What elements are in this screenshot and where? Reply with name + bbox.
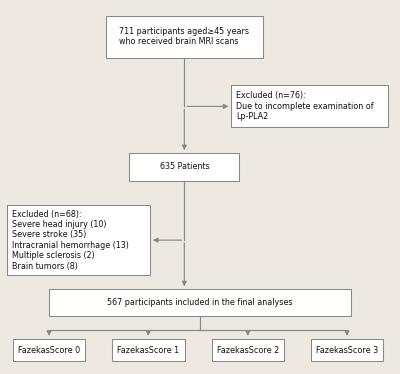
Text: Excluded (n=76):
Due to incomplete examination of
Lp-PLA2: Excluded (n=76): Due to incomplete exami… bbox=[236, 92, 374, 121]
FancyBboxPatch shape bbox=[106, 16, 263, 58]
FancyBboxPatch shape bbox=[311, 339, 383, 361]
FancyBboxPatch shape bbox=[130, 153, 239, 181]
Text: 711 participants aged≥45 years
who received brain MRI scans: 711 participants aged≥45 years who recei… bbox=[119, 27, 249, 46]
FancyBboxPatch shape bbox=[49, 289, 351, 316]
FancyBboxPatch shape bbox=[212, 339, 284, 361]
Text: FazekasScore 3: FazekasScore 3 bbox=[316, 346, 378, 355]
Text: FazekasScore 2: FazekasScore 2 bbox=[217, 346, 279, 355]
FancyBboxPatch shape bbox=[231, 85, 388, 128]
FancyBboxPatch shape bbox=[7, 205, 150, 275]
FancyBboxPatch shape bbox=[112, 339, 184, 361]
Text: 567 participants included in the final analyses: 567 participants included in the final a… bbox=[107, 298, 293, 307]
FancyBboxPatch shape bbox=[13, 339, 85, 361]
Text: FazekasScore 1: FazekasScore 1 bbox=[117, 346, 179, 355]
Text: FazekasScore 0: FazekasScore 0 bbox=[18, 346, 80, 355]
Text: Excluded (n=68):
Severe head injury (10)
Severe stroke (35)
Intracranial hemorrh: Excluded (n=68): Severe head injury (10)… bbox=[12, 210, 128, 271]
Text: 635 Patients: 635 Patients bbox=[160, 162, 209, 171]
